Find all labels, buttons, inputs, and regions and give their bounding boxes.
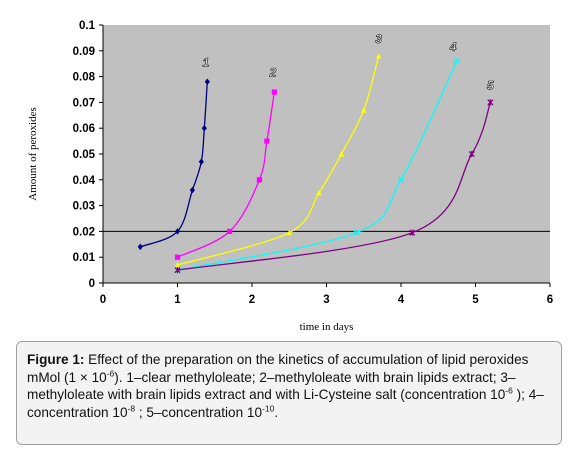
series-1-point: [204, 78, 210, 85]
x-tick-label: 2: [249, 294, 255, 306]
caption-part-4: ; 5–concentration 10: [135, 404, 263, 420]
series-1-point: [137, 243, 143, 251]
series-4-label: 4: [449, 40, 457, 54]
series-4-line: [177, 60, 458, 271]
series-3-point: [286, 229, 292, 236]
series-4-point: [397, 176, 405, 183]
series-1-point: [201, 125, 207, 132]
series-3-point: [316, 189, 322, 196]
series-1-label: 1: [202, 55, 209, 69]
y-axis-title: Amount of peroxides: [27, 107, 39, 200]
series-2-point: [227, 228, 233, 234]
y-tick-label: 0.05: [73, 149, 96, 161]
series-3-label: 3: [375, 32, 382, 46]
series-5-point: [468, 150, 475, 158]
series-1-point: [189, 186, 195, 194]
y-tick-label: 0.03: [73, 201, 95, 213]
caption-sup-2: -6: [505, 385, 513, 396]
series-1-line: [140, 81, 208, 248]
x-tick-label: 5: [472, 294, 479, 306]
figure-caption: Figure 1: Effect of the preparation on t…: [27, 351, 553, 421]
line-chart: 0 0.01 0.02 0.03 0.04 0.05 0.06 0.07 0.08 0.09 0.1…: [27, 20, 553, 333]
series-3-point: [174, 261, 181, 268]
caption-sup-4: -10: [262, 403, 275, 414]
series-5-line: [177, 102, 492, 271]
caption-part-1: Effect of the preparation on the kinetic…: [27, 352, 529, 385]
series-2-label: 2: [269, 66, 277, 80]
series-2-point: [264, 138, 270, 144]
series-4-point: [353, 229, 360, 236]
x-tick-label: 3: [323, 294, 329, 306]
y-tick-label: 0.07: [73, 97, 95, 109]
series-2-point: [174, 254, 181, 260]
series-2-point: [256, 177, 263, 183]
series-3-point: [338, 150, 344, 157]
series-3-point: [361, 107, 367, 113]
series-1-point: [174, 228, 181, 235]
y-tick-label: 0.08: [73, 72, 96, 84]
series-5-point: [174, 267, 181, 274]
caption-part-5: .: [274, 404, 279, 420]
series-3-point: [376, 52, 382, 59]
series-5-point: [409, 229, 416, 236]
caption-part-2: ). 1–clear methyloleate; 2–methyloleate …: [27, 369, 516, 403]
caption-label: Figure 1:: [27, 352, 85, 367]
caption-sup-3: -8: [127, 403, 136, 414]
y-tick-label: 0.02: [73, 226, 95, 238]
x-tick-label: 0: [100, 294, 106, 306]
series-4-point: [453, 58, 460, 65]
x-tick-label: 4: [398, 294, 405, 306]
caption-box: Figure 1: Effect of the preparation on t…: [16, 341, 562, 445]
caption-sup-1: -6: [106, 368, 115, 379]
series-5-point: [487, 99, 494, 106]
series-1-point: [198, 158, 204, 165]
caption-part-3: ); 4–concentration 10: [27, 387, 544, 420]
y-tick-label: 0.09: [73, 46, 95, 58]
series-5-label: 5: [487, 79, 494, 93]
x-tick-label: 1: [174, 294, 181, 306]
y-tick-label: 0.1: [79, 20, 96, 32]
y-tick-label: 0.06: [73, 123, 95, 135]
x-axis-title: time in days: [300, 321, 354, 333]
y-tick-label: 0.04: [73, 175, 96, 187]
y-tick-label: 0.01: [73, 252, 96, 264]
y-tick-label: 0: [89, 278, 95, 290]
plot-area: [103, 25, 550, 283]
x-tick-label: 6: [547, 294, 553, 306]
series-2-point: [271, 89, 277, 95]
